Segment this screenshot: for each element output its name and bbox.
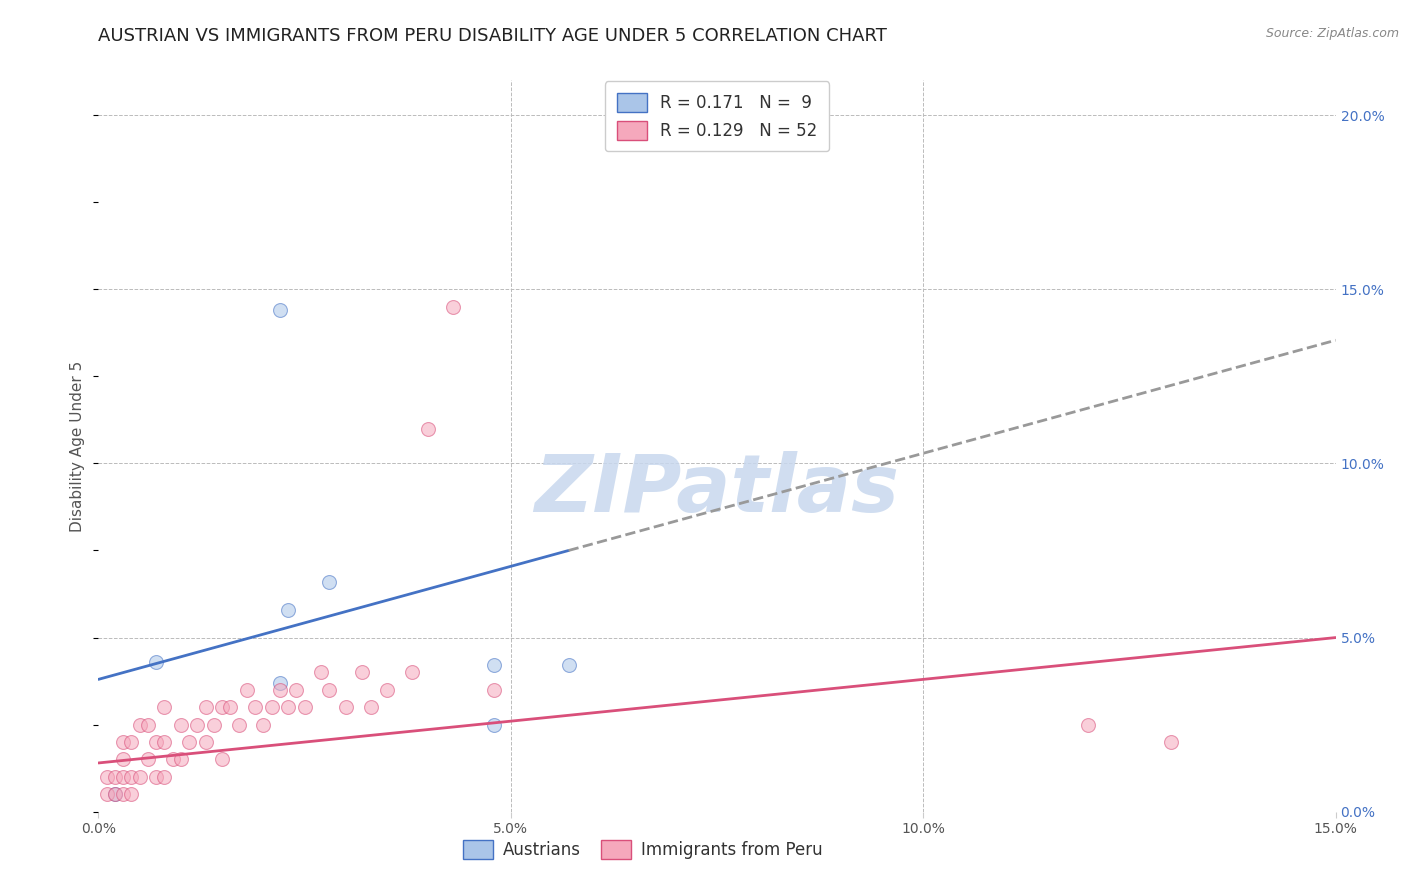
Point <box>269 676 291 690</box>
Point <box>277 700 299 714</box>
Point <box>1160 735 1182 749</box>
Point <box>186 717 208 731</box>
Point <box>375 682 398 697</box>
Point <box>153 700 176 714</box>
Point <box>243 700 266 714</box>
Point <box>228 717 250 731</box>
Legend: Austrians, Immigrants from Peru: Austrians, Immigrants from Peru <box>457 833 830 865</box>
Point <box>194 700 217 714</box>
Point <box>1077 717 1099 731</box>
Point <box>162 752 184 766</box>
Point <box>104 787 127 801</box>
Point <box>170 752 193 766</box>
Point <box>96 770 118 784</box>
Point <box>211 700 233 714</box>
Point <box>211 752 233 766</box>
Point <box>112 735 135 749</box>
Point <box>128 770 150 784</box>
Text: AUSTRIAN VS IMMIGRANTS FROM PERU DISABILITY AGE UNDER 5 CORRELATION CHART: AUSTRIAN VS IMMIGRANTS FROM PERU DISABIL… <box>98 27 887 45</box>
Point <box>96 787 118 801</box>
Point <box>484 658 506 673</box>
Point <box>120 735 142 749</box>
Point <box>260 700 283 714</box>
Point <box>136 717 159 731</box>
Point <box>145 735 167 749</box>
Text: ZIPatlas: ZIPatlas <box>534 450 900 529</box>
Point <box>309 665 332 680</box>
Point <box>484 682 506 697</box>
Point <box>136 752 159 766</box>
Point <box>318 574 340 589</box>
Point <box>360 700 382 714</box>
Point <box>104 787 127 801</box>
Point <box>202 717 225 731</box>
Point <box>145 655 167 669</box>
Point <box>170 717 193 731</box>
Point <box>484 717 506 731</box>
Point <box>153 735 176 749</box>
Point <box>153 770 176 784</box>
Point <box>352 665 374 680</box>
Point <box>318 682 340 697</box>
Point <box>269 303 291 318</box>
Point <box>441 300 464 314</box>
Point <box>112 770 135 784</box>
Point <box>294 700 316 714</box>
Point <box>335 700 357 714</box>
Y-axis label: Disability Age Under 5: Disability Age Under 5 <box>70 360 86 532</box>
Point <box>128 717 150 731</box>
Point <box>219 700 242 714</box>
Point <box>277 603 299 617</box>
Point <box>557 658 579 673</box>
Point <box>252 717 274 731</box>
Point <box>179 735 201 749</box>
Point <box>104 770 127 784</box>
Point <box>120 770 142 784</box>
Point <box>112 752 135 766</box>
Point <box>194 735 217 749</box>
Point <box>145 770 167 784</box>
Point <box>418 421 440 435</box>
Point <box>120 787 142 801</box>
Point <box>236 682 259 697</box>
Point <box>285 682 308 697</box>
Point <box>112 787 135 801</box>
Point <box>401 665 423 680</box>
Text: Source: ZipAtlas.com: Source: ZipAtlas.com <box>1265 27 1399 40</box>
Point <box>269 682 291 697</box>
